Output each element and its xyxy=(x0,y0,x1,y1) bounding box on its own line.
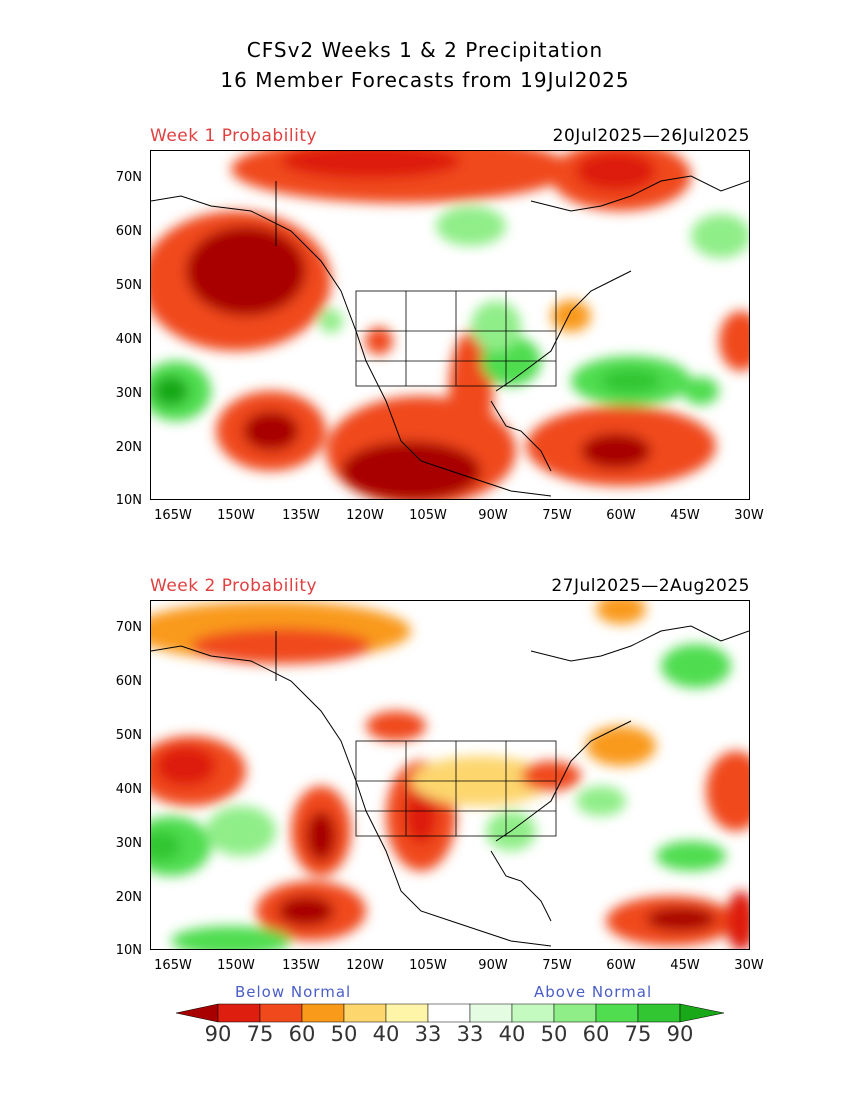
week1-probability-field xyxy=(151,151,749,499)
p2-lon-label: 75W xyxy=(542,958,572,973)
p2-lon-label: 135W xyxy=(282,958,320,973)
p2-lat-label: 40N xyxy=(115,782,142,797)
legend-value: 60 xyxy=(288,1022,316,1046)
p1-lat-label: 70N xyxy=(115,170,142,185)
legend-value: 90 xyxy=(204,1022,232,1046)
p1-lon-label: 45W xyxy=(670,508,700,523)
panel2-label: Week 2 Probability xyxy=(150,576,318,596)
p1-lon-label: 150W xyxy=(217,508,255,523)
legend-value: 33 xyxy=(456,1022,484,1046)
legend-color-swatch xyxy=(343,1003,387,1023)
legend-value: 40 xyxy=(372,1022,400,1046)
p1-lat-label: 40N xyxy=(115,332,142,347)
legend-color-swatch xyxy=(259,1003,303,1023)
p2-lon-label: 45W xyxy=(670,958,700,973)
legend-color-swatch xyxy=(427,1003,471,1023)
legend-below-normal: Below Normal xyxy=(235,983,352,1001)
week1-map xyxy=(150,150,750,500)
p1-lat-label: 20N xyxy=(115,440,142,455)
panel1-label: Week 1 Probability xyxy=(150,126,318,146)
p1-lat-label: 50N xyxy=(115,278,142,293)
p1-lon-label: 105W xyxy=(409,508,447,523)
legend-value: 50 xyxy=(540,1022,568,1046)
legend-value: 75 xyxy=(624,1022,652,1046)
p1-lon-label: 75W xyxy=(542,508,572,523)
p1-lat-label: 30N xyxy=(115,386,142,401)
legend-value: 60 xyxy=(582,1022,610,1046)
p1-lon-label: 60W xyxy=(606,508,636,523)
legend-value: 90 xyxy=(666,1022,694,1046)
p1-lat-label: 60N xyxy=(115,224,142,239)
p2-lat-label: 20N xyxy=(115,890,142,905)
p2-lon-label: 165W xyxy=(154,958,192,973)
legend-color-swatch xyxy=(511,1003,555,1023)
map-title-line1: CFSv2 Weeks 1 & 2 Precipitation xyxy=(246,38,604,62)
panel2-dates: 27Jul2025—2Aug2025 xyxy=(551,576,750,596)
legend-color-swatch xyxy=(679,1003,724,1023)
p1-lat-label: 10N xyxy=(115,493,142,508)
p2-lon-label: 150W xyxy=(217,958,255,973)
legend-value: 50 xyxy=(330,1022,358,1046)
week2-probability-field xyxy=(151,601,749,949)
legend-color-swatch xyxy=(553,1003,597,1023)
p1-lon-label: 120W xyxy=(346,508,384,523)
legend-color-swatch xyxy=(637,1003,681,1023)
p1-lon-label: 165W xyxy=(154,508,192,523)
p2-lon-label: 30W xyxy=(734,958,764,973)
legend-colorbar xyxy=(176,1003,724,1023)
map-title-line2: 16 Member Forecasts from 19Jul2025 xyxy=(220,68,630,92)
p2-lat-label: 10N xyxy=(115,943,142,958)
p2-lon-label: 105W xyxy=(409,958,447,973)
p2-lat-label: 30N xyxy=(115,836,142,851)
legend-color-swatch xyxy=(217,1003,261,1023)
legend-value: 33 xyxy=(414,1022,442,1046)
p2-lon-label: 90W xyxy=(478,958,508,973)
p2-lon-label: 120W xyxy=(346,958,384,973)
legend-color-swatch xyxy=(469,1003,513,1023)
p1-lon-label: 135W xyxy=(282,508,320,523)
p1-lon-label: 30W xyxy=(734,508,764,523)
legend-value: 40 xyxy=(498,1022,526,1046)
panel1-dates: 20Jul2025—26Jul2025 xyxy=(552,126,750,146)
legend-value: 75 xyxy=(246,1022,274,1046)
p2-lat-label: 60N xyxy=(115,674,142,689)
p2-lon-label: 60W xyxy=(606,958,636,973)
legend-color-swatch xyxy=(176,1003,219,1023)
p1-lon-label: 90W xyxy=(478,508,508,523)
legend-color-swatch xyxy=(595,1003,639,1023)
p2-lat-label: 50N xyxy=(115,728,142,743)
week2-map xyxy=(150,600,750,950)
legend-color-swatch xyxy=(385,1003,429,1023)
legend-color-swatch xyxy=(301,1003,345,1023)
p2-lat-label: 70N xyxy=(115,620,142,635)
legend-above-normal: Above Normal xyxy=(534,983,653,1001)
